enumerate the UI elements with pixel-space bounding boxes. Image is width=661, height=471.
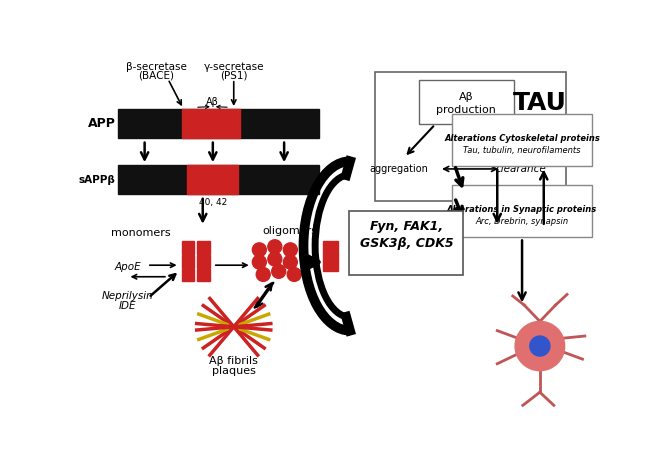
Text: APP: APP: [88, 117, 116, 130]
Text: Tau, tubulin, neurofilaments: Tau, tubulin, neurofilaments: [463, 146, 581, 155]
FancyBboxPatch shape: [419, 80, 514, 123]
Text: GSK3β, CDK5: GSK3β, CDK5: [360, 237, 453, 250]
Bar: [198, 269, 210, 281]
Circle shape: [253, 255, 266, 269]
Bar: [118, 109, 319, 138]
Bar: [198, 255, 210, 268]
Text: Aβ: Aβ: [459, 92, 473, 102]
Bar: [323, 241, 338, 270]
Text: ApoE: ApoE: [114, 262, 141, 273]
FancyBboxPatch shape: [349, 211, 463, 275]
Text: clearance: clearance: [495, 164, 546, 174]
Circle shape: [268, 240, 282, 254]
Bar: [198, 241, 210, 254]
Text: (PS1): (PS1): [220, 70, 247, 80]
Text: Alterations in Synaptic proteins: Alterations in Synaptic proteins: [447, 205, 597, 214]
Bar: [182, 109, 240, 138]
Bar: [182, 255, 194, 268]
Bar: [187, 165, 237, 195]
Text: oligomers: oligomers: [263, 226, 318, 236]
Text: Aβ: Aβ: [206, 97, 219, 107]
Circle shape: [288, 268, 301, 281]
Circle shape: [256, 268, 270, 281]
Text: γ-secretase: γ-secretase: [204, 62, 264, 72]
Bar: [182, 269, 194, 281]
Circle shape: [253, 243, 266, 257]
Text: Neprilysin: Neprilysin: [102, 291, 153, 301]
Text: production: production: [436, 105, 496, 114]
FancyBboxPatch shape: [452, 114, 592, 166]
Text: IDE: IDE: [119, 301, 136, 311]
Bar: [118, 165, 319, 195]
FancyBboxPatch shape: [452, 185, 592, 237]
Text: Aβ fibrils: Aβ fibrils: [210, 357, 258, 366]
Text: aggregation: aggregation: [369, 164, 428, 174]
Text: Alterations Cytoskeletal proteins: Alterations Cytoskeletal proteins: [444, 134, 600, 143]
Circle shape: [530, 336, 550, 356]
Circle shape: [268, 252, 282, 266]
Circle shape: [284, 255, 297, 269]
Text: plaques: plaques: [212, 366, 256, 376]
FancyBboxPatch shape: [375, 72, 566, 201]
Circle shape: [515, 321, 564, 371]
Text: monomers: monomers: [111, 228, 171, 238]
Text: β-secretase: β-secretase: [126, 62, 186, 72]
Circle shape: [284, 243, 297, 257]
Text: Arc, Drebrin, synapsin: Arc, Drebrin, synapsin: [475, 217, 568, 226]
Text: sAPPβ: sAPPβ: [78, 175, 115, 185]
Text: Fyn, FAK1,: Fyn, FAK1,: [370, 220, 443, 233]
Text: 40, 42: 40, 42: [199, 197, 227, 207]
Circle shape: [272, 264, 286, 278]
Text: TAU: TAU: [513, 91, 567, 115]
Text: (BACE): (BACE): [138, 70, 175, 80]
Bar: [182, 241, 194, 254]
